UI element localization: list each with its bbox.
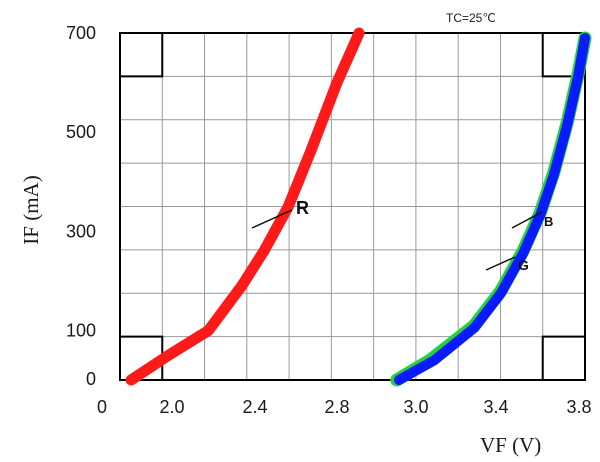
tick-labels: 0 2.0 2.4 2.8 3.0 3.4 3.8 0 100 300 500 700 [66,23,592,417]
grid [120,33,585,380]
y-tick-label: 700 [66,23,96,43]
y-axis-title: IF (mA) [19,175,43,244]
leader-r [251,209,293,229]
x-tick-label: 2.4 [242,397,267,417]
series-g-line [390,31,592,387]
series-label-b: B [544,214,553,229]
x-axis-title: VF (V) [480,433,541,457]
leader-g [485,256,516,271]
x-tick-label: 3.8 [566,397,591,417]
corner-box-top-left [119,32,164,78]
y-tick-label: 0 [86,369,96,389]
series-b-line [394,33,590,385]
x-tick-label: 2.8 [324,397,349,417]
y-tick-label: 500 [66,122,96,142]
y-tick-label: 100 [66,320,96,340]
x-tick-label: 3.0 [403,397,428,417]
temperature-note: TC=25℃ [446,11,496,25]
label-leaders [251,209,543,271]
series-label-g: G [518,257,529,273]
leader-b [511,211,543,229]
x-tick-label: 2.0 [159,397,184,417]
x-tick-label: 3.4 [483,397,508,417]
y-tick-label: 300 [66,221,96,241]
plot-frame [119,32,586,381]
curves [125,27,592,387]
series-label-r: R [296,198,309,218]
series-r-line [125,27,365,386]
x-tick-label: 0 [97,397,107,417]
corner-box-bottom-right [541,335,587,381]
